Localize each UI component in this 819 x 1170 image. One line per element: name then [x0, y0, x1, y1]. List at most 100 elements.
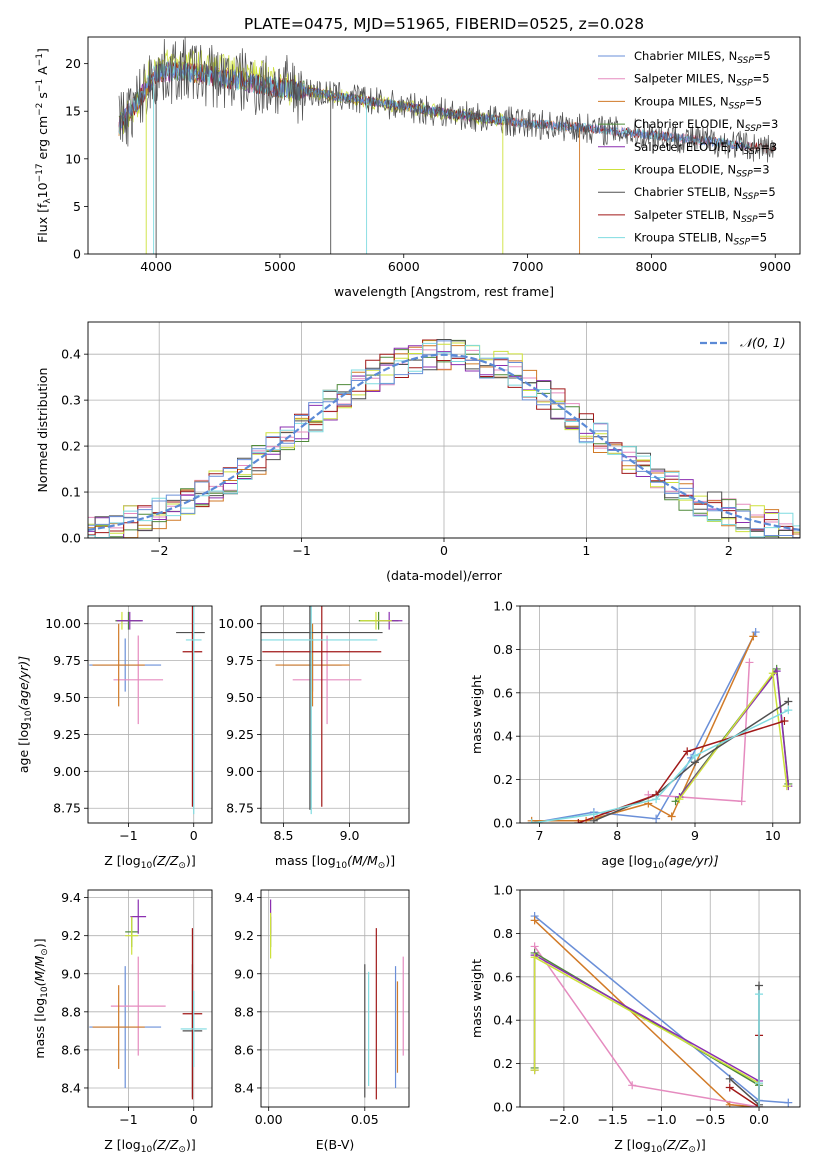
y-tick-label: 10	[65, 151, 81, 166]
axes-frame	[519, 889, 801, 1108]
label-part: )]	[696, 1137, 706, 1152]
weight-marker	[628, 1081, 637, 1090]
weight-marker	[574, 819, 583, 823]
legend-label: Chabrier STELIB, NSSP=5	[634, 185, 776, 202]
x-tick-label: −1	[119, 828, 137, 843]
label-part: (Z/Z	[662, 1137, 689, 1152]
weight-line-0	[531, 631, 757, 823]
label-part: SSP	[737, 56, 754, 66]
weight-marker	[725, 1083, 734, 1092]
x-tick-label: −1.5	[598, 1112, 628, 1127]
y-axis-label: Flux [fλ10−17 erg cm−2 s−1 A−1]	[35, 48, 53, 243]
label-part: (M/M	[32, 956, 47, 987]
label-part: Z [log	[104, 1137, 140, 1152]
label-part: )]	[32, 938, 47, 948]
label-part: A	[35, 66, 50, 79]
y-tick-label: 9.75	[53, 653, 81, 668]
label-part: ⊙	[178, 1145, 186, 1155]
y-tick-label: 0.6	[493, 969, 513, 984]
label-part: Chabrier MILES, N	[634, 49, 737, 63]
label-part: SSP	[734, 238, 751, 248]
weight-line-3	[533, 951, 760, 1086]
label-part: SSP	[736, 170, 753, 180]
x-axis-label: Z [log10(Z/Z⊙)]	[614, 1137, 705, 1155]
label-part: (Z/Z	[152, 1137, 179, 1152]
label-part: SSP	[744, 147, 761, 157]
label-part: Kroupa MILES, N	[634, 94, 729, 108]
y-tick-label: 9.25	[53, 727, 81, 742]
label-part: Chabrier STELIB, N	[634, 185, 742, 199]
legend-label: Salpeter ELODIE, NSSP=3	[634, 140, 777, 157]
y-axis-label: mass [log10(M/M⊙)]	[32, 938, 50, 1058]
y-tick-label: 0.0	[493, 816, 513, 831]
weight-marker	[683, 747, 692, 756]
label-part: age [log	[601, 853, 652, 868]
y-tick-label: 9.4	[61, 890, 81, 905]
axes-frame	[87, 321, 801, 539]
histogram-series-1	[88, 349, 800, 538]
residuals-panel: −2 −1 0 1 2 0.0 0.1 0.2 0.3 0.4 (data-model)/error…	[35, 321, 801, 583]
label-part: ⊙	[378, 861, 386, 871]
weight-line-2	[534, 919, 760, 1107]
plot-area	[88, 339, 800, 538]
y-tick-label: 9.00	[53, 764, 81, 779]
y-tick-label: 8.75	[226, 801, 254, 816]
weight-marker	[780, 717, 789, 726]
plot-area	[270, 899, 404, 1100]
label-part: ⊙	[40, 948, 50, 956]
weight-marker	[527, 819, 536, 823]
x-tick-label: 9	[691, 828, 699, 843]
x-axis-label: wavelength [Angstrom, rest frame]	[334, 284, 554, 299]
label-part: 10	[35, 182, 50, 198]
x-tick-label: −2.0	[549, 1112, 579, 1127]
weight-marker	[589, 810, 598, 819]
label-part: 10	[24, 710, 34, 722]
y-tick-label: 8.75	[53, 801, 81, 816]
weight-marker	[737, 797, 746, 806]
x-tick-label: 8000	[636, 259, 668, 274]
label-part: Salpeter STELIB, N	[634, 208, 741, 222]
axes-frame	[87, 889, 213, 1108]
label-part: 10	[141, 1145, 153, 1155]
plot-area	[89, 606, 205, 815]
x-tick-label: −1	[119, 1112, 137, 1127]
weight-marker	[784, 706, 793, 715]
age-vs-mass-panel: 8.5 9.0 8.75 9.00 9.25 9.50 9.75 10.00 mass [log…	[218, 605, 410, 871]
label-part: mass [log	[275, 853, 336, 868]
legend-label: Chabrier MILES, NSSP=5	[634, 49, 771, 66]
y-tick-label: 8.4	[61, 1080, 81, 1095]
label-part: −1	[35, 53, 45, 66]
x-tick-label: −1	[292, 543, 310, 558]
weight-marker	[784, 697, 793, 706]
x-tick-label: 4000	[140, 259, 172, 274]
weight-line-2	[531, 636, 754, 822]
weight-marker	[768, 669, 777, 678]
y-tick-label: 0.4	[61, 347, 81, 362]
axes-frame	[260, 889, 410, 1108]
y-tick-label: 0.3	[61, 393, 81, 408]
y-tick-label: 8.6	[234, 1042, 254, 1057]
y-tick-label: 9.75	[226, 653, 254, 668]
weight-marker	[755, 990, 764, 999]
y-tick-label: 0.0	[493, 1100, 513, 1115]
x-axis-label: mass [log10(M/M⊙)]	[275, 853, 395, 871]
label-part: age [log	[16, 722, 31, 773]
y-tick-label: 10.00	[218, 616, 254, 631]
mass-vs-ebv-panel: 0.00 0.05 8.4 8.6 8.8 9.0 9.2 9.4 E(B-V)	[234, 889, 410, 1152]
x-axis-label: E(B-V)	[316, 1137, 355, 1152]
label-part: SSP	[729, 101, 746, 111]
label-part: =5	[754, 49, 771, 63]
axes-frame	[519, 605, 801, 824]
label-part: 10	[653, 861, 665, 871]
y-tick-label: 9.00	[226, 764, 254, 779]
x-tick-label: 0.00	[255, 1112, 283, 1127]
y-tick-label: 9.4	[234, 890, 254, 905]
weight-marker	[691, 751, 699, 760]
label-part: SSP	[742, 192, 759, 202]
label-part: Chabrier ELODIE, N	[634, 117, 745, 131]
y-axis-label: mass weight	[469, 959, 484, 1038]
x-tick-label: 9000	[759, 259, 791, 274]
label-part: −1	[35, 79, 45, 92]
